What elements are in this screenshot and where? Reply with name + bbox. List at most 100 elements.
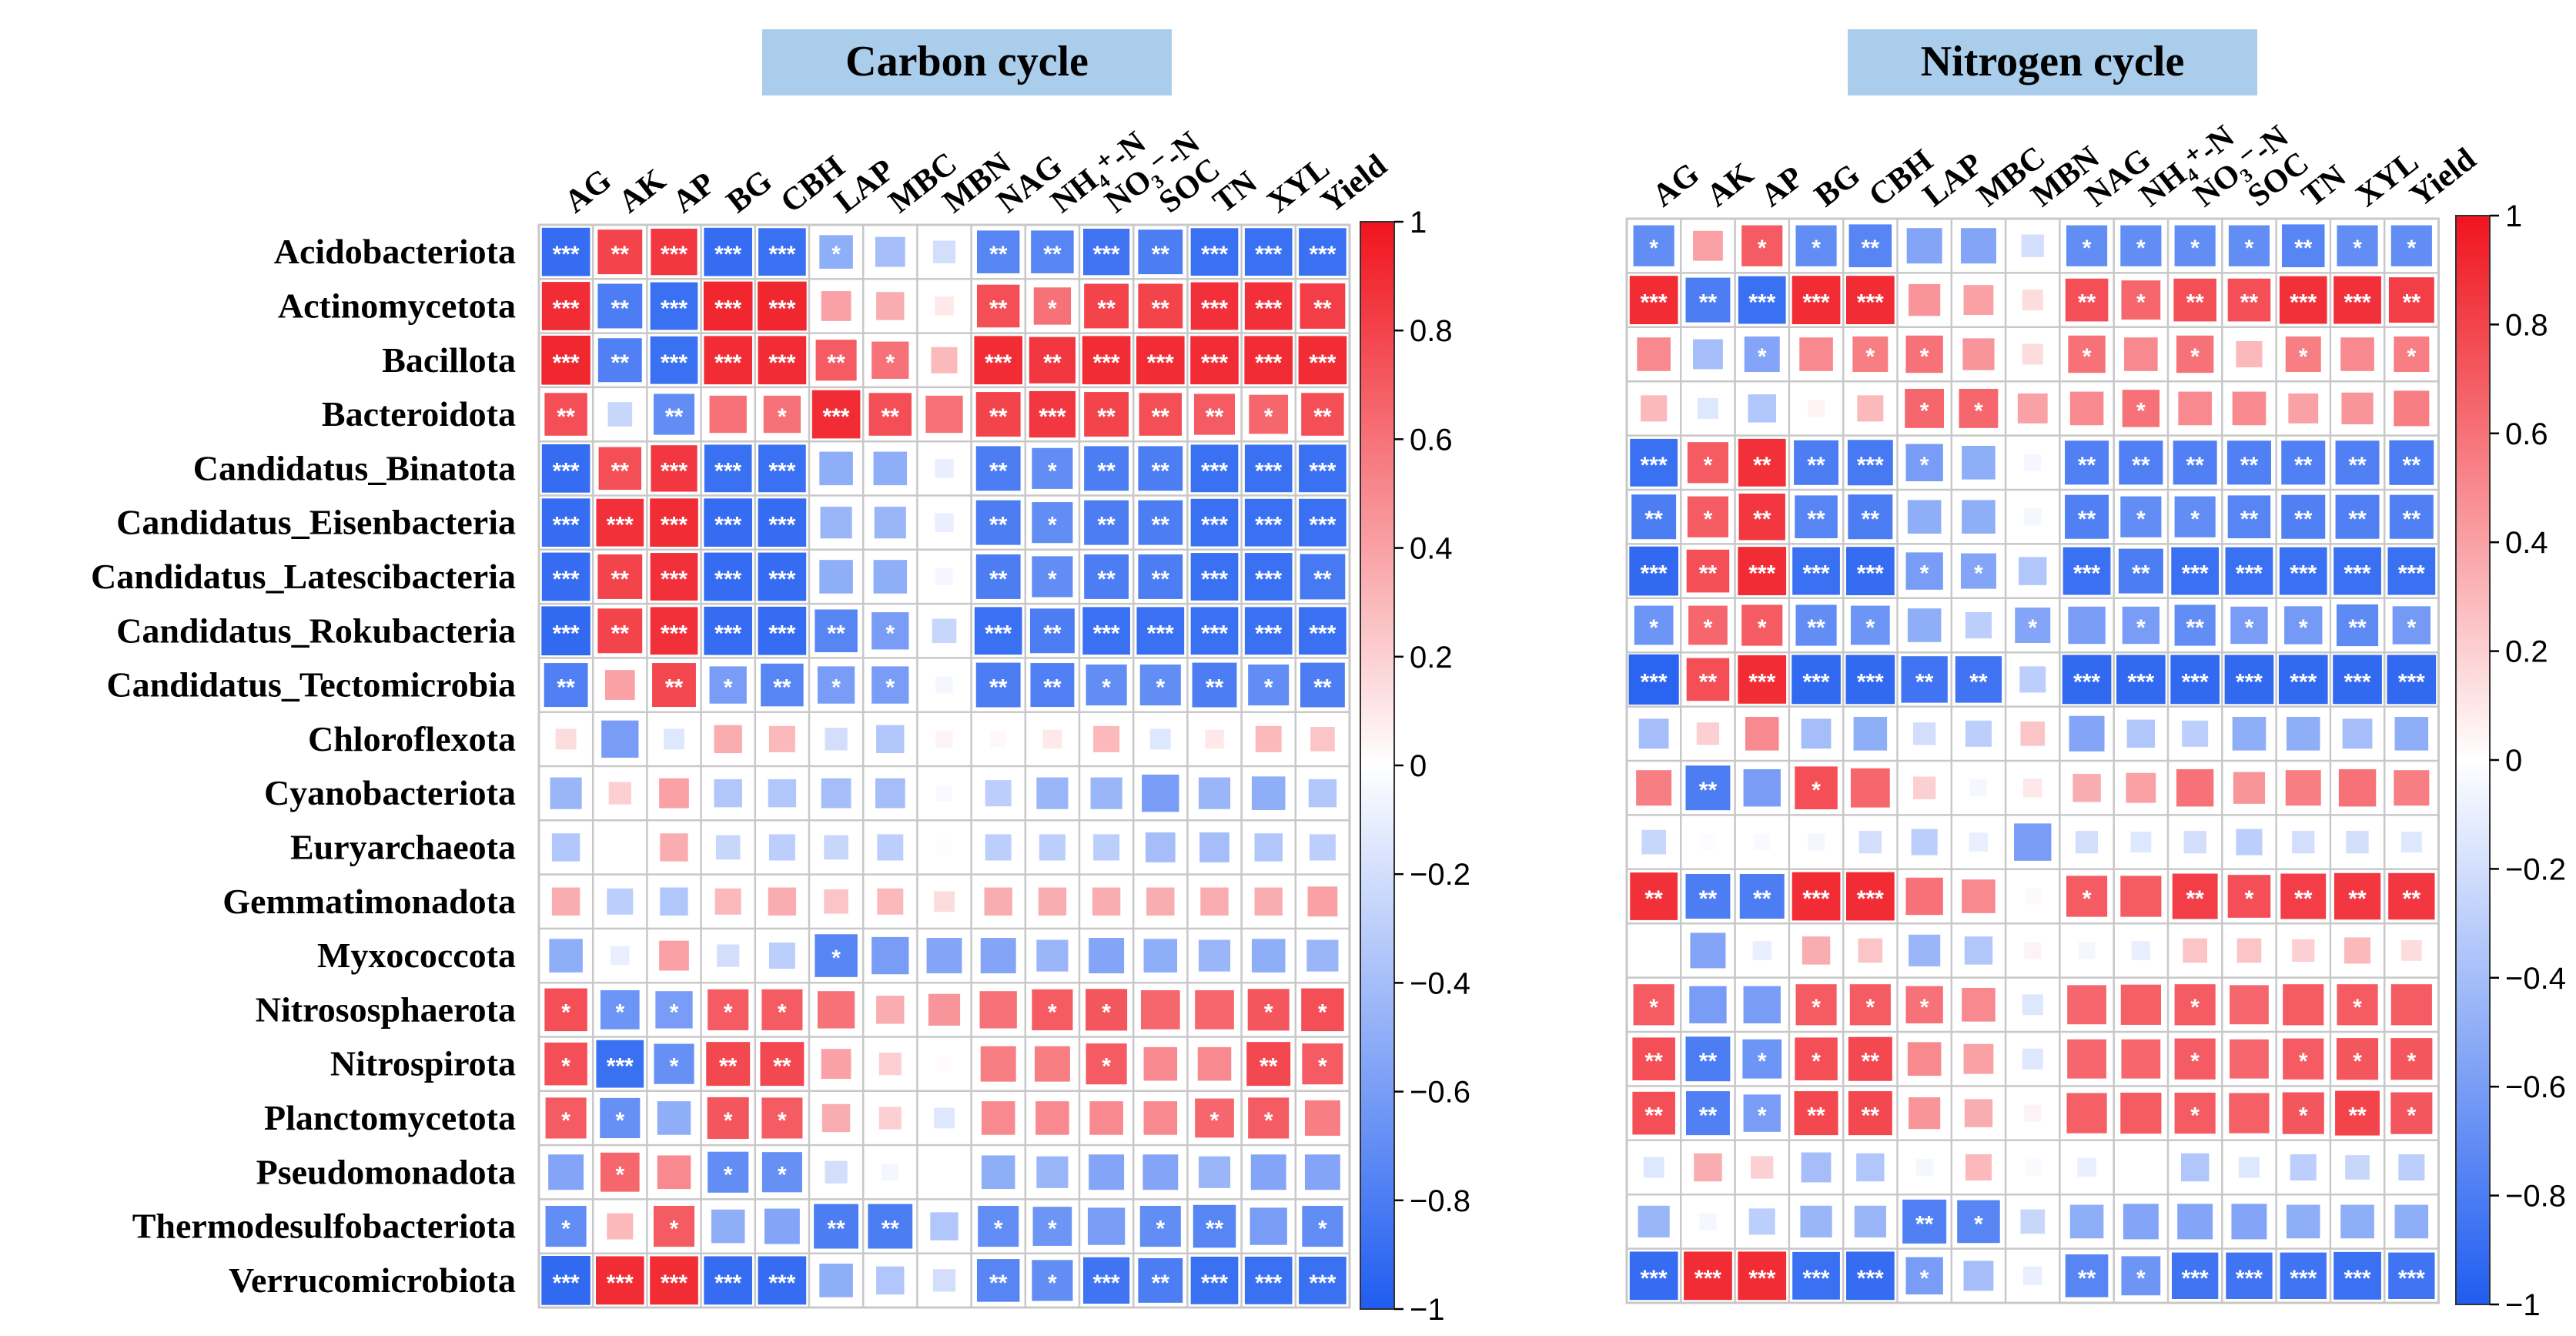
nitrogen-cell-planctomycetota-yield: [2390, 1092, 2433, 1134]
carbon-cell-acidobacteriota-ap: [651, 228, 698, 276]
nitrogen-significance-label: *: [2136, 398, 2146, 424]
nitrogen-significance-label: **: [2348, 886, 2367, 912]
carbon-cell-candidatus-binatota-ak: [598, 447, 642, 491]
carbon-cell-cyanobacteriota-nh-n: [1036, 777, 1069, 809]
nitrogen-cell-cyanobacteriota-nh-n: [2126, 772, 2156, 803]
carbon-significance-label: ***: [553, 350, 580, 376]
carbon-significance-label: ***: [1309, 621, 1336, 646]
carbon-cell-candidatus-tectomicrobia-nh-n: [1030, 663, 1075, 708]
nitrogen-significance-label: **: [2294, 507, 2313, 532]
nitrogen-significance-label: *: [1758, 615, 1767, 641]
nitrogen-significance-label: ***: [1748, 561, 1775, 587]
nitrogen-significance-label: **: [1644, 1049, 1663, 1074]
carbon-cell-cyanobacteriota-ag: [550, 777, 582, 809]
nitrogen-colorbar-tick-label: 1: [2505, 199, 2522, 233]
carbon-significance-label: ***: [1201, 621, 1228, 646]
nitrogen-cell-candidatus-tectomicrobia-bg: [1791, 655, 1841, 705]
nitrogen-cell-cyanobacteriota-xyl: [2338, 768, 2377, 807]
nitrogen-significance-label: ***: [1857, 886, 1884, 912]
carbon-cell-candidatus-latescibacteria-tn: [1190, 553, 1239, 601]
carbon-cell-bacteroidota-lap: [811, 390, 861, 439]
nitrogen-significance-label: ***: [2073, 669, 2100, 695]
carbon-cell-pseudomonadota-ag: [548, 1154, 584, 1190]
carbon-cell-euryarchaeota-nag: [985, 834, 1012, 861]
row-label-candidatus-eisenbacteria: Candidatus_Eisenbacteria: [116, 503, 516, 542]
nitrogen-cell-thermodesulfobacteriota-soc: [2231, 1204, 2267, 1240]
carbon-cell-candidatus-latescibacteria-yield: [1300, 554, 1346, 600]
nitrogen-colorbar-tick-label: −0.8: [2505, 1180, 2566, 1214]
nitrogen-cell-candidatus-rokubacteria-nag: [2068, 606, 2106, 645]
nitrogen-significance-label: ***: [1803, 290, 1830, 316]
carbon-cell-gemmatimonadota-bg: [714, 888, 741, 915]
carbon-cell-nitrospirota-mbc: [878, 1053, 902, 1076]
nitrogen-significance-label: *: [1649, 995, 1658, 1020]
nitrogen-cell-gemmatimonadota-ag: [1630, 872, 1678, 920]
nitrogen-significance-label: **: [2186, 290, 2204, 316]
carbon-significance-label: **: [1313, 675, 1332, 701]
carbon-significance-label: ***: [1201, 458, 1228, 484]
carbon-significance-label: ***: [553, 567, 580, 592]
nitrogen-significance-label: ***: [1857, 561, 1884, 587]
nitrogen-cell-candidatus-binatota-no-n: [2173, 440, 2217, 485]
carbon-cell-pseudomonadota-no-n: [1089, 1154, 1125, 1190]
nitrogen-cell-bacillota-ak: [1693, 339, 1723, 370]
carbon-significance-label: ***: [714, 296, 741, 321]
carbon-significance-label: ***: [661, 567, 687, 592]
nitrogen-title-box: Nitrogen cycle: [1848, 29, 2257, 95]
nitrogen-cell-bacillota-mbn: [2022, 343, 2043, 365]
nitrogen-cell-pseudomonadota-ag: [1643, 1157, 1664, 1178]
carbon-significance-label: *: [1318, 1054, 1327, 1080]
carbon-col-label-ap: AP: [666, 166, 721, 220]
carbon-cell-thermodesulfobacteriota-nag: [978, 1205, 1019, 1247]
carbon-cell-cyanobacteriota-soc: [1142, 774, 1179, 812]
nitrogen-significance-label: *: [2299, 344, 2308, 370]
carbon-cell-candidatus-latescibacteria-ap: [650, 553, 698, 601]
carbon-cell-candidatus-eisenbacteria-soc: [1138, 500, 1183, 545]
carbon-cell-candidatus-eisenbacteria-mbn: [935, 513, 954, 532]
nitrogen-cell-candidatus-eisenbacteria-bg: [1795, 495, 1838, 539]
nitrogen-cell-candidatus-latescibacteria-xyl: [2333, 547, 2381, 595]
nitrogen-cell-bacillota-lap: [1905, 335, 1943, 373]
nitrogen-significance-label: **: [2348, 453, 2367, 478]
carbon-cell-euryarchaeota-ak: [612, 839, 628, 856]
carbon-cell-candidatus-binatota-ag: [541, 444, 590, 493]
carbon-cell-thermodesulfobacteriota-tn: [1193, 1204, 1236, 1248]
carbon-significance-label: **: [827, 1217, 845, 1242]
nitrogen-colorbar-tick-label: −0.4: [2505, 962, 2566, 996]
carbon-cell-candidatus-binatota-no-n: [1084, 446, 1129, 491]
carbon-significance-label: *: [1318, 1217, 1327, 1242]
nitrogen-cell-cyanobacteriota-lap: [1913, 776, 1936, 799]
carbon-significance-label: **: [1043, 621, 1062, 646]
nitrogen-significance-label: **: [1699, 778, 1718, 803]
nitrogen-cell-nitrososphaerota-no-n: [2174, 984, 2216, 1026]
carbon-cell-gemmatimonadota-tn: [1200, 887, 1229, 916]
carbon-cell-bacillota-ag: [541, 335, 590, 385]
carbon-significance-label: **: [882, 404, 900, 430]
carbon-cell-gemmatimonadota-lap: [824, 889, 848, 914]
nitrogen-cell-candidatus-latescibacteria-yield: [2387, 547, 2436, 595]
carbon-significance-label: ***: [1093, 350, 1120, 376]
carbon-cell-verrucomicrobiota-mbc: [876, 1266, 905, 1295]
carbon-significance-label: *: [831, 675, 841, 701]
nitrogen-col-label-bg: BG: [1808, 157, 1867, 214]
carbon-cell-bacillota-ap: [650, 336, 698, 384]
carbon-cell-gemmatimonadota-nag: [984, 887, 1012, 916]
nitrogen-cell-nitrospirota-mbn: [2022, 1048, 2043, 1070]
carbon-significance-label: ***: [1201, 242, 1228, 267]
nitrogen-colorbar: [2455, 215, 2491, 1305]
carbon-cell-candidatus-tectomicrobia-mbn: [935, 676, 953, 694]
nitrogen-cell-planctomycetota-bg: [1794, 1091, 1838, 1136]
nitrogen-cell-thermodesulfobacteriota-mbc: [1957, 1200, 2000, 1244]
nitrogen-significance-label: **: [1644, 886, 1663, 912]
nitrogen-cell-candidatus-tectomicrobia-cbh: [1845, 655, 1895, 705]
carbon-cell-candidatus-eisenbacteria-bg: [704, 498, 753, 547]
carbon-significance-label: ***: [1309, 458, 1336, 484]
carbon-significance-label: *: [724, 1108, 733, 1133]
carbon-cell-candidatus-binatota-cbh: [758, 444, 806, 493]
carbon-cell-planctomycetota-soc: [1143, 1101, 1178, 1135]
carbon-colorbar-tick-label: 0.8: [1410, 314, 1453, 348]
carbon-cell-bacillota-yield: [1298, 336, 1347, 385]
nitrogen-cell-cyanobacteriota-mbn: [2023, 778, 2042, 798]
nitrogen-significance-label: **: [2403, 290, 2421, 316]
nitrogen-cell-myxococcota-mbc: [1964, 936, 1993, 965]
